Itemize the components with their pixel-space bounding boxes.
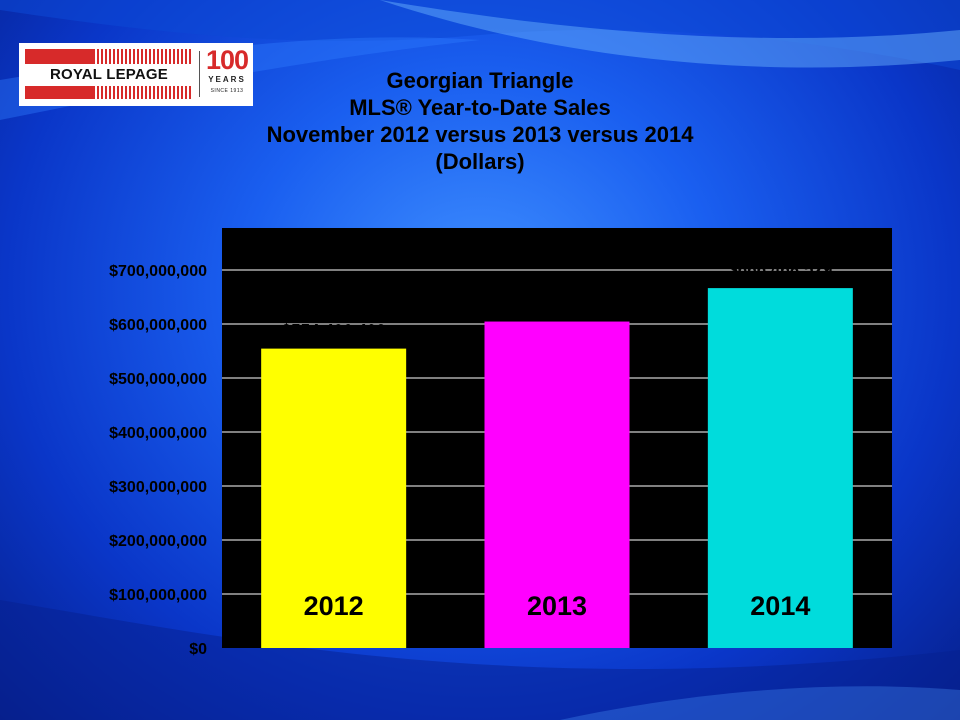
y-tick-label: $500,000,000 [109,371,207,388]
chart-title-line: (Dollars) [435,149,525,174]
y-tick-label: $200,000,000 [109,533,207,550]
logo-stripe-top [25,49,193,64]
y-tick-label: $0 [189,641,207,658]
y-tick-label: $700,000,000 [109,263,207,280]
bar-2013 [484,321,630,648]
logo-stripe-bottom [25,86,193,99]
bars [261,288,853,648]
logo-brand-text: ROYAL LEPAGE [50,66,168,83]
y-tick-label: $600,000,000 [109,317,207,334]
chart-title-line: MLS® Year-to-Date Sales [349,95,611,120]
y-tick-label: $400,000,000 [109,425,207,442]
y-tick-label: $300,000,000 [109,479,207,496]
chart-title-line: Georgian Triangle [386,68,574,93]
logo-divider [199,51,200,97]
y-tick-label: $100,000,000 [109,587,207,604]
data-label: $666,468,529 [728,260,832,279]
logo-wordmark: ROYAL LEPAGE [25,49,193,99]
bar-2012 [261,348,407,648]
category-label: 2014 [750,591,810,621]
y-axis-ticks: $0 $100,000,000 $200,000,000 $300,000,000 $4… [109,263,207,658]
logo-years: YEARS [208,75,246,84]
logo-hundred: 100 [205,45,249,75]
category-label: 2012 [304,591,364,621]
chart-title-line: November 2012 versus 2013 versus 2014 [266,122,694,147]
logo-since: SINCE 1913 [210,88,244,94]
bar-2014 [707,288,853,648]
royal-lepage-logo: ROYAL LEPAGE 100 YEARS SINCE 1913 [19,43,253,106]
chart-title: Georgian Triangle MLS® Year-to-Date Sale… [190,67,770,175]
category-labels: 2012 2013 2014 [304,591,811,621]
data-labels: $554,426,408 $604,538,024 $666,468,529 [282,260,833,340]
category-label: 2013 [527,591,587,621]
data-label: $604,538,024 [505,294,610,313]
data-label: $554,426,408 [282,321,386,340]
